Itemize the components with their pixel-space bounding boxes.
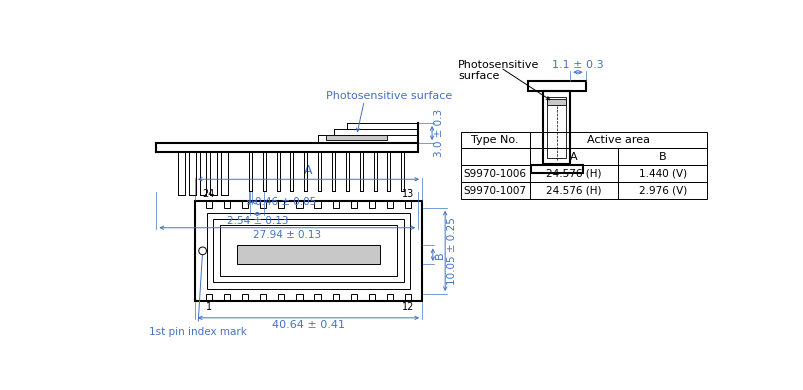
Bar [314,201,320,208]
Text: 24.576 (H): 24.576 (H) [546,186,601,196]
Text: 13: 13 [402,189,414,199]
Bar [529,131,706,149]
Bar [386,201,393,208]
Text: B: B [434,251,445,259]
Bar [223,294,230,301]
Bar [350,294,357,301]
Text: B: B [658,152,666,162]
Bar [213,219,403,282]
Bar [207,213,410,289]
Bar [460,165,529,182]
Text: 2.54 ± 0.13: 2.54 ± 0.13 [226,216,287,226]
Text: 1.1 ± 0.3: 1.1 ± 0.3 [552,60,603,70]
Bar [237,245,379,264]
Bar [405,294,411,301]
Text: A: A [304,164,312,177]
Text: S9970-1007: S9970-1007 [463,186,526,196]
Text: Active area: Active area [586,135,649,145]
Text: 40.64 ± 0.41: 40.64 ± 0.41 [271,320,344,330]
Bar [369,201,374,208]
Bar [332,201,338,208]
Bar [223,201,230,208]
Text: 27.94 ± 0.13: 27.94 ± 0.13 [253,230,321,240]
Text: 24: 24 [202,189,214,199]
Text: Photosensitive surface: Photosensitive surface [325,91,451,101]
Bar [278,201,284,208]
Bar [325,135,387,140]
Bar [206,294,211,301]
Text: 24.576 (H): 24.576 (H) [546,169,601,179]
Text: 10.05 ± 0.25: 10.05 ± 0.25 [447,217,457,285]
Bar [219,225,397,276]
Bar [332,294,338,301]
Bar [547,97,566,158]
Text: A: A [569,152,577,162]
Bar [529,182,618,199]
Bar [460,182,529,199]
Bar [369,294,374,301]
Bar [242,294,248,301]
Bar [314,294,320,301]
Text: Type No.: Type No. [471,135,518,145]
Text: 12: 12 [402,302,414,312]
Circle shape [198,247,206,255]
Bar [350,201,357,208]
Bar [460,131,529,149]
Text: Photosensitive
surface: Photosensitive surface [458,60,539,82]
Bar [386,294,393,301]
Bar [528,82,585,91]
Bar [259,294,266,301]
Bar [530,165,582,173]
Bar [529,149,618,165]
Bar [543,91,569,164]
Bar [618,165,706,182]
Text: 0.46 ± 0.05: 0.46 ± 0.05 [255,197,316,207]
Text: S9970-1006: S9970-1006 [463,169,526,179]
Bar [206,201,211,208]
Bar [618,149,706,165]
Text: 3.0 ± 0.3: 3.0 ± 0.3 [434,109,444,157]
Bar [296,201,302,208]
Bar [296,294,302,301]
Bar [242,201,248,208]
Text: 1st pin index mark: 1st pin index mark [149,254,247,337]
Bar [618,182,706,199]
Bar [278,294,284,301]
Bar [529,165,618,182]
Text: 1.440 (V): 1.440 (V) [638,169,686,179]
Text: 1: 1 [206,302,211,312]
Bar [547,99,566,105]
Bar [259,201,266,208]
Text: 2.976 (V): 2.976 (V) [638,186,686,196]
Bar [405,201,411,208]
Bar [194,201,422,301]
Bar [460,149,529,165]
